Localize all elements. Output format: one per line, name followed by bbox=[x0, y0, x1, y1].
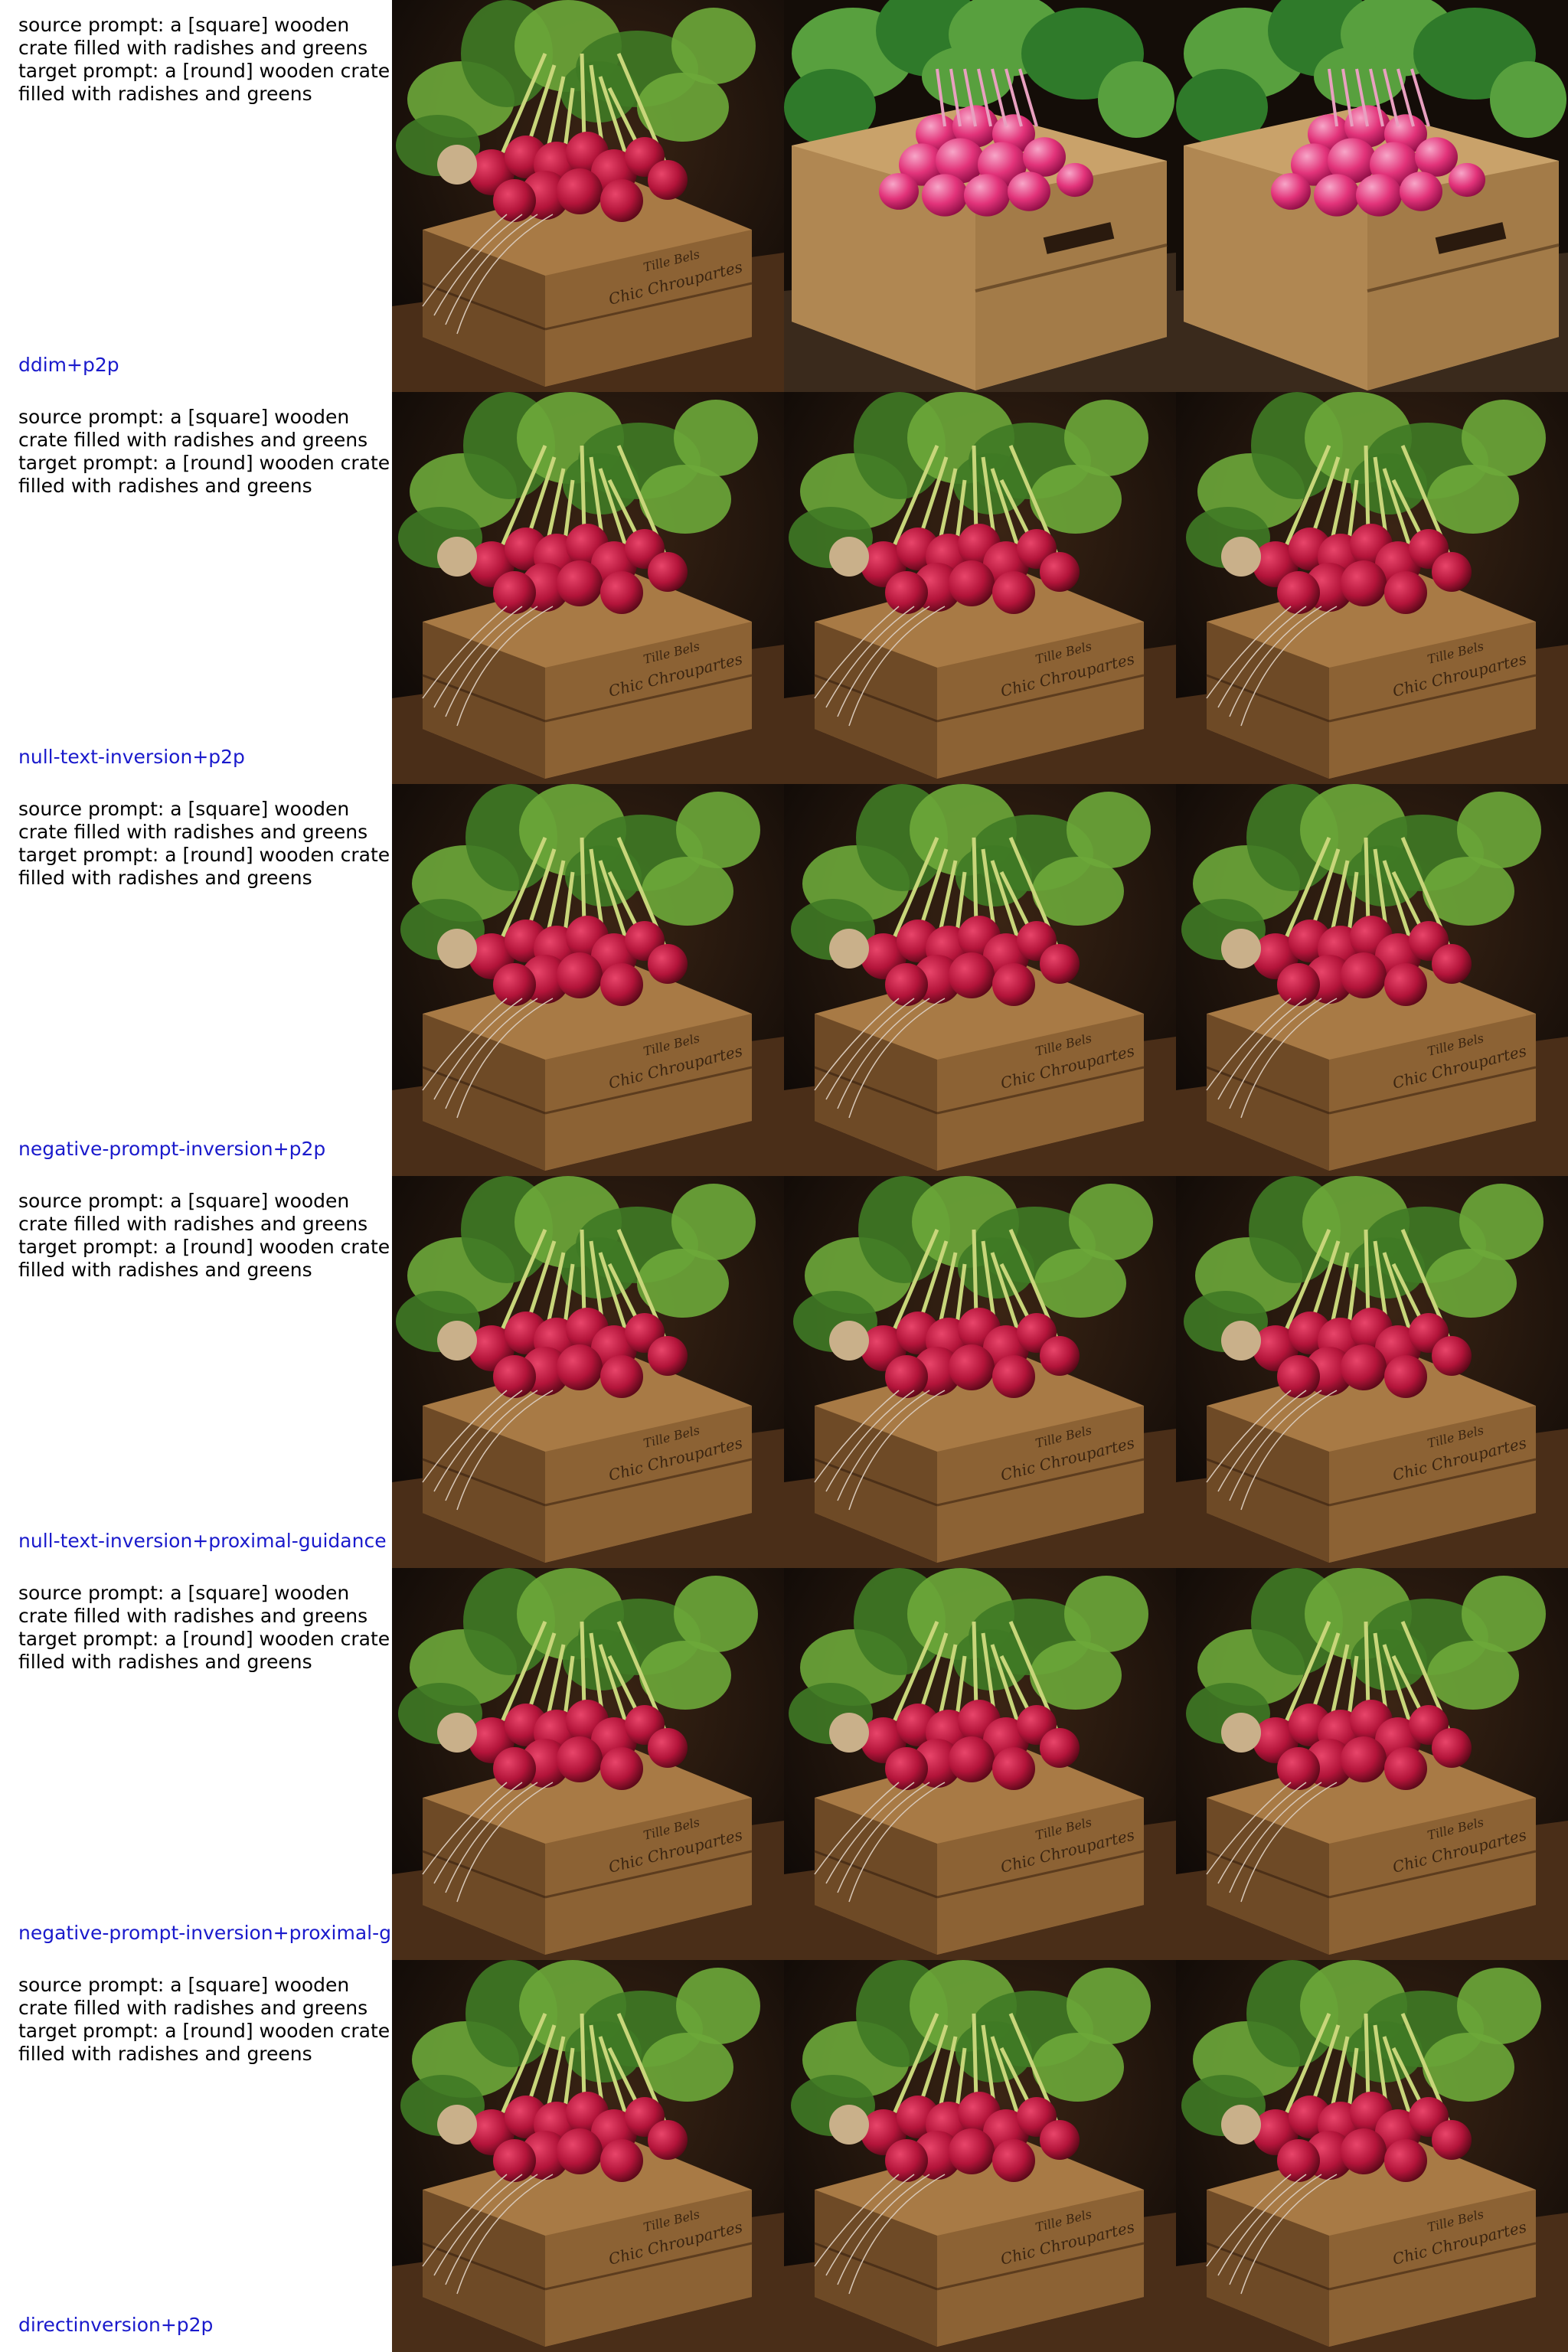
edited-image: Tille Bels Chic Chroupartes bbox=[784, 1176, 1176, 1568]
edited-image: Tille Bels Chic Chroupartes bbox=[1176, 1568, 1568, 1960]
prompt-text: source prompt: a [square] wooden crate f… bbox=[18, 14, 390, 105]
radish-crate-image bbox=[784, 0, 1176, 392]
prompt-text: source prompt: a [square] wooden crate f… bbox=[18, 1190, 390, 1281]
row-label-panel: source prompt: a [square] wooden crate f… bbox=[0, 392, 392, 784]
row-label-panel: source prompt: a [square] wooden crate f… bbox=[0, 1568, 392, 1960]
method-label: negative-prompt-inversion+proximal-g bbox=[18, 1922, 391, 1944]
source-image: Tille Bels Chic Chroupartes bbox=[392, 0, 784, 392]
edited-image: Tille Bels Chic Chroupartes bbox=[1176, 1176, 1568, 1568]
method-label: null-text-inversion+proximal-guidance bbox=[18, 1530, 387, 1552]
radish-crate-image bbox=[1176, 0, 1568, 392]
edited-image: Tille Bels Chic Chroupartes bbox=[1176, 1960, 1568, 2352]
edited-image: Tille Bels Chic Chroupartes bbox=[784, 784, 1176, 1176]
method-label: ddim+p2p bbox=[18, 354, 119, 376]
method-label: directinversion+p2p bbox=[18, 2314, 214, 2336]
prompt-text: source prompt: a [square] wooden crate f… bbox=[18, 406, 390, 497]
edited-image bbox=[1176, 0, 1568, 392]
row-label-panel: source prompt: a [square] wooden crate f… bbox=[0, 1176, 392, 1568]
grid-row: source prompt: a [square] wooden crate f… bbox=[0, 0, 1568, 392]
grid-row: source prompt: a [square] wooden crate f… bbox=[0, 392, 1568, 784]
method-label: null-text-inversion+p2p bbox=[18, 746, 245, 768]
source-image: Tille Bels Chic Chroupartes bbox=[392, 784, 784, 1176]
grid-row: source prompt: a [square] wooden crate f… bbox=[0, 1960, 1568, 2352]
prompt-text: source prompt: a [square] wooden crate f… bbox=[18, 1582, 390, 1673]
source-image: Tille Bels Chic Chroupartes bbox=[392, 1176, 784, 1568]
edited-image: Tille Bels Chic Chroupartes bbox=[1176, 392, 1568, 784]
grid-row: source prompt: a [square] wooden crate f… bbox=[0, 1568, 1568, 1960]
row-label-panel: source prompt: a [square] wooden crate f… bbox=[0, 1960, 392, 2352]
source-image: Tille Bels Chic Chroupartes bbox=[392, 1960, 784, 2352]
edited-image: Tille Bels Chic Chroupartes bbox=[784, 1960, 1176, 2352]
source-image: Tille Bels Chic Chroupartes bbox=[392, 392, 784, 784]
row-label-panel: source prompt: a [square] wooden crate f… bbox=[0, 784, 392, 1176]
edited-image: Tille Bels Chic Chroupartes bbox=[784, 1568, 1176, 1960]
prompt-text: source prompt: a [square] wooden crate f… bbox=[18, 1974, 390, 2065]
edited-image: Tille Bels Chic Chroupartes bbox=[1176, 784, 1568, 1176]
source-image: Tille Bels Chic Chroupartes bbox=[392, 1568, 784, 1960]
method-label: negative-prompt-inversion+p2p bbox=[18, 1138, 326, 1160]
prompt-text: source prompt: a [square] wooden crate f… bbox=[18, 798, 390, 889]
edited-image: Tille Bels Chic Chroupartes bbox=[784, 392, 1176, 784]
row-label-panel: source prompt: a [square] wooden crate f… bbox=[0, 0, 392, 392]
grid-row: source prompt: a [square] wooden crate f… bbox=[0, 784, 1568, 1176]
edited-image bbox=[784, 0, 1176, 392]
grid-row: source prompt: a [square] wooden crate f… bbox=[0, 1176, 1568, 1568]
